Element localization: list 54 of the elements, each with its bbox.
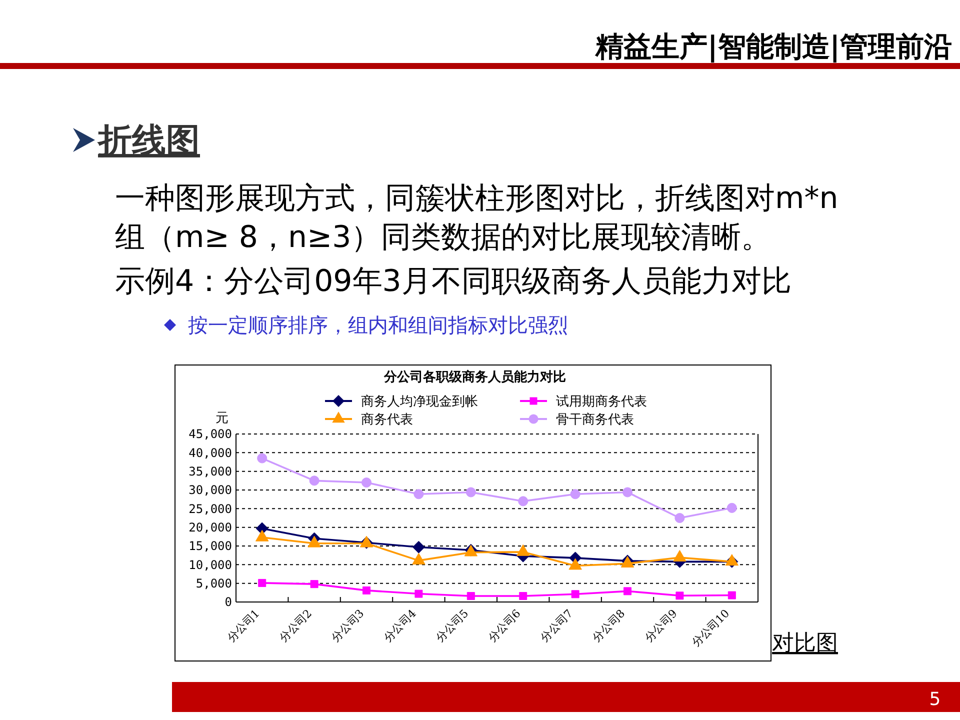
point <box>412 540 425 554</box>
y-tick-label: 35,000 <box>188 464 232 479</box>
y-tick-label: 20,000 <box>188 520 232 535</box>
point <box>519 592 528 600</box>
text: 5 <box>929 689 941 710</box>
point <box>518 496 528 506</box>
y-tick-label: 40,000 <box>188 446 232 460</box>
point <box>466 487 476 498</box>
x-tick-label: 分公司4 <box>381 606 419 644</box>
y-tick-label: 45,000 <box>188 427 232 442</box>
x-tick-label: 分公司5 <box>434 606 472 644</box>
text: 组（m≥ 8，n≥3）同类数据的对比展现较清晰。 <box>115 220 772 255</box>
legend-label: 骨干商务代表 <box>556 412 634 428</box>
legend-label: 商务人均净现金到帐 <box>361 394 478 410</box>
text: 按一定顺序排序，组内和组间指标对比强烈 <box>188 313 568 337</box>
x-tick-label: 分公司8 <box>590 606 628 644</box>
point <box>414 590 423 598</box>
point <box>622 487 633 498</box>
point <box>624 587 632 596</box>
x-tick-label: 分公司1 <box>224 606 262 644</box>
text: 示例4：分公司09年3月不同职级商务人员能力对比 <box>115 264 792 299</box>
text: 对比图 <box>772 631 838 656</box>
chart-title: 分公司各职级商务人员能力对比 <box>383 369 566 385</box>
point <box>676 592 684 600</box>
y-axis-title: 元 <box>216 411 228 426</box>
point <box>309 476 320 486</box>
x-tick-label: 分公司6 <box>486 606 524 644</box>
y-tick-label: 25,000 <box>188 502 232 516</box>
y-tick-label: 5,000 <box>196 576 232 591</box>
point <box>258 578 266 587</box>
x-tick-label: 分公司3 <box>329 606 367 644</box>
point <box>361 478 372 488</box>
y-tick-label: 15,000 <box>188 539 232 554</box>
point <box>414 489 424 500</box>
point <box>362 586 370 594</box>
point <box>674 512 685 524</box>
y-tick-label: 10,000 <box>188 558 232 572</box>
x-tick-label: 分公司7 <box>538 606 576 644</box>
x-tick-label: 分公司9 <box>642 606 680 644</box>
point <box>728 591 736 600</box>
legend-label: 试用期商务代表 <box>556 394 647 410</box>
x-tick-label: 分公司10 <box>690 606 732 650</box>
legend-label: 商务代表 <box>361 412 413 428</box>
text: 精益生产|智能制造|管理前沿 <box>594 30 952 63</box>
point <box>570 489 580 500</box>
point <box>257 453 268 464</box>
y-tick-label: 30,000 <box>188 483 232 498</box>
y-tick-label: 0 <box>224 595 232 610</box>
point <box>310 580 318 588</box>
point <box>726 502 737 513</box>
text: 一种图形展现方式，同簇状柱形图对比，折线图对m*n <box>115 181 838 216</box>
point <box>466 592 475 600</box>
point <box>571 590 580 598</box>
x-tick-label: 分公司2 <box>276 606 314 644</box>
